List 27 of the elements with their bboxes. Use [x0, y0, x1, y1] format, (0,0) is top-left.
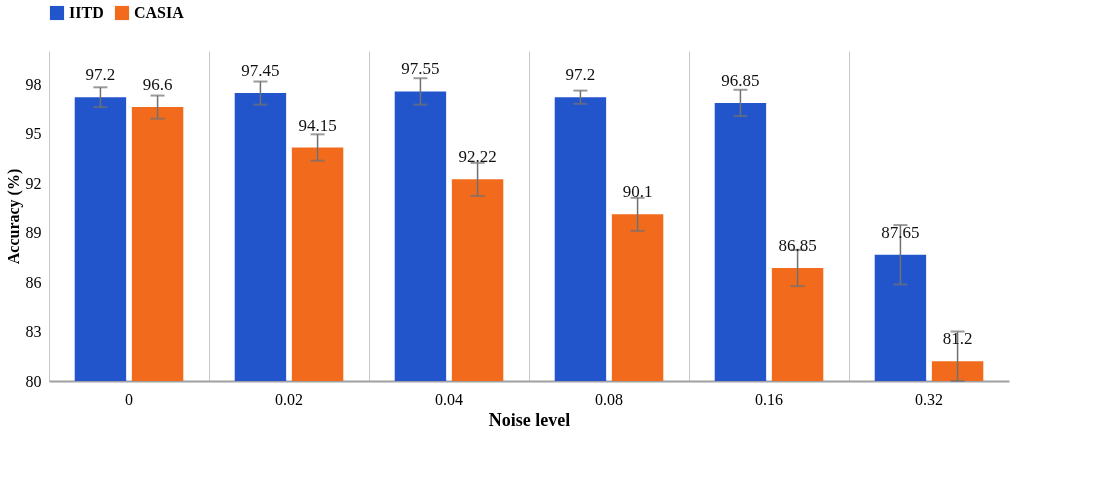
x-tick-label: 0.08: [595, 390, 623, 408]
data-label: 86.85: [778, 235, 817, 255]
data-label: 97.2: [85, 65, 116, 85]
data-label: 94.15: [298, 115, 337, 135]
data-label: 96.6: [142, 75, 173, 95]
x-tick-label: 0.32: [915, 390, 943, 408]
legend-label: CASIA: [134, 4, 185, 21]
x-tick-label: 0: [125, 390, 133, 408]
y-tick-label: 95: [25, 125, 42, 142]
data-label: 97.55: [401, 59, 440, 79]
y-tick-label: 86: [25, 273, 42, 291]
data-label: 97.2: [565, 65, 596, 85]
y-tick-label: 89: [25, 224, 42, 241]
data-label: 92.22: [458, 147, 497, 167]
y-tick-label: 92: [25, 174, 42, 192]
x-tick-label: 0.04: [435, 390, 463, 408]
y-axis-title: Accuracy (%): [4, 168, 23, 265]
x-tick-label: 0.02: [275, 390, 303, 408]
x-axis-title: Noise level: [488, 409, 571, 430]
x-tick-label: 0.16: [755, 390, 783, 408]
y-tick-label: 98: [25, 75, 42, 93]
y-tick-label: 80: [25, 372, 42, 390]
y-tick-label: 83: [25, 323, 42, 340]
data-label: 96.85: [721, 70, 760, 90]
data-label: 97.45: [241, 61, 280, 81]
data-label: 90.1: [622, 182, 653, 202]
legend-label: IITD: [69, 4, 104, 21]
